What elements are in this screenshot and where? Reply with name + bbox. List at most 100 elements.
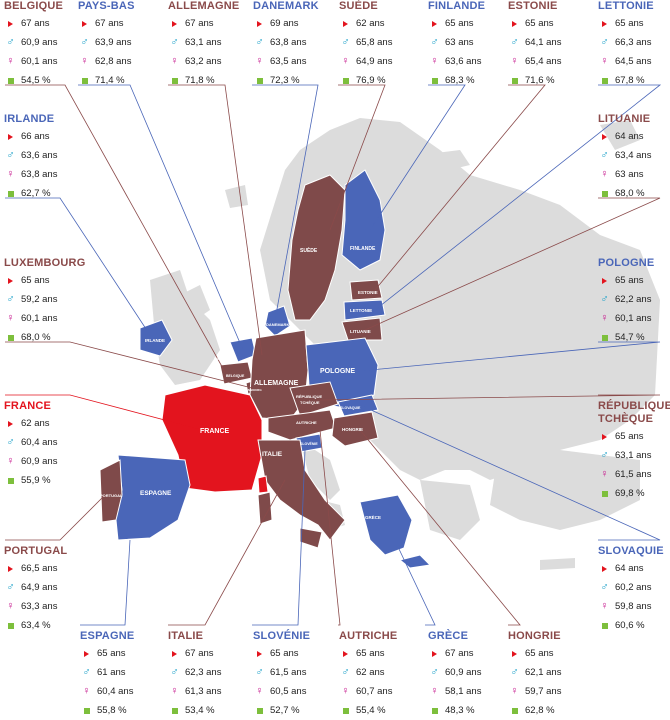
leader-danemark [252,84,319,321]
red-triangle-icon [598,133,611,140]
map-label-italie: ITALIE [262,451,283,458]
male-age-value: 63,4 ans [615,150,652,161]
leader-belgique [5,84,226,373]
map-label-danemark: DANEMARK [266,322,289,327]
rate-row: 54,5 % [4,71,86,90]
rate-row: 63,4 % [4,616,86,635]
rate-row: 71,8 % [168,71,250,90]
male-age-value: 63,1 ans [615,450,652,461]
country-box-luxembourg: Luxembourg 65 ans ♂ 59,2 ans ♀ 60,1 ans 68,0 % [4,257,86,347]
map-autriche [267,409,337,441]
green-square-icon [4,622,17,629]
rate-row: 48,3 % [428,701,510,720]
female-age-row: ♀ 63,6 ans [428,52,510,71]
rate-value: 76,9 % [356,75,386,86]
country-name: Lettonie [598,0,654,12]
country-name: France [4,400,52,412]
female-age-row: ♀ 61,5 ans [598,465,670,484]
female-symbol-icon: ♀ [6,312,15,324]
map-lituanie [341,317,383,341]
country-name: Portugal [4,545,68,557]
retirement-age-row: 67 ans [78,14,160,33]
rate-value: 55,8 % [97,705,127,716]
rate-value: 68,0 % [21,332,51,343]
green-square-icon [339,77,352,84]
male-age-row: ♂ 60,2 ans [598,578,670,597]
map-label-france: FRANCE [200,428,229,435]
male-symbol-icon: ♂ [341,36,350,48]
female-age-value: 60,1 ans [21,313,58,324]
female-age-value: 64,5 ans [615,56,652,67]
leader-rep-tcheque [319,394,661,401]
leader-slovaquie [359,404,661,541]
map-espagne [114,454,191,541]
map-danemark [264,305,291,337]
leader-lettonie [374,84,662,311]
male-age-value: 62,2 ans [615,294,652,305]
rate-value: 67,8 % [615,75,645,86]
male-age-value: 62,1 ans [525,667,562,678]
retirement-age-value: 66 ans [21,131,50,142]
red-triangle-icon [598,565,611,572]
female-age-row: ♀ 60,4 ans [80,682,162,701]
retirement-age-value: 67 ans [185,648,214,659]
map-label-grece: GRÈCE [365,513,381,520]
map-label-rep-tcheque-1: RÉPUBLIQUE [296,394,323,399]
male-age-value: 61 ans [97,667,126,678]
rate-value: 68,0 % [615,188,645,199]
retirement-age-row: 65 ans [598,271,670,290]
rate-row: 55,8 % [80,701,162,720]
map-label-suede: SUÈDE [300,246,318,254]
red-triangle-icon [598,20,611,27]
female-age-value: 60,7 ans [356,686,393,697]
female-age-row: ♀ 64,9 ans [339,52,421,71]
green-square-icon [598,77,611,84]
green-square-icon [80,707,93,714]
green-square-icon [339,707,352,714]
map-label-pays-bas: PAYS-BAS [214,356,234,361]
male-age-row: ♂ 63,4 ans [598,146,670,165]
leader-lines [5,84,662,626]
male-age-value: 66,3 ans [615,37,652,48]
rate-value: 69,8 % [615,488,645,499]
retirement-age-value: 62 ans [356,18,385,29]
country-box-republique-tcheque: République Tchèque 65 ans ♂ 63,1 ans ♀ 61,5 a… [598,400,670,503]
retirement-age-value: 65 ans [525,648,554,659]
retirement-age-row: 69 ans [253,14,335,33]
retirement-age-value: 64 ans [615,131,644,142]
country-box-pologne: Pologne 65 ans ♂ 62,2 ans ♀ 60,1 ans 54,7 % [598,257,670,347]
map-label-slovenie: SLOVÉNIE [300,441,318,446]
red-triangle-icon [508,20,521,27]
retirement-age-row: 65 ans [339,644,421,663]
female-age-value: 63,3 ans [21,601,58,612]
retirement-age-row: 65 ans [80,644,162,663]
female-symbol-icon: ♀ [6,168,15,180]
map-label-espagne: ESPAGNE [140,490,172,497]
male-age-row: ♂ 60,9 ans [4,33,86,52]
retirement-age-row: 65 ans [253,644,335,663]
green-square-icon [428,707,441,714]
country-name: Pologne [598,257,655,269]
female-age-value: 63,5 ans [270,56,307,67]
retirement-age-value: 65 ans [21,275,50,286]
rate-row: 55,4 % [339,701,421,720]
map-label-irlande: IRLANDE [145,338,165,343]
female-age-value: 63,8 ans [21,169,58,180]
map-label-portugal: PORTUGAL [100,493,123,498]
male-symbol-icon: ♂ [510,36,519,48]
rate-value: 53,4 % [185,705,215,716]
map-label-luxembourg: LUXEMBOURG [240,388,262,392]
green-square-icon [4,334,17,341]
female-age-row: ♀ 63,2 ans [168,52,250,71]
retirement-age-value: 65 ans [97,648,126,659]
female-age-row: ♀ 59,8 ans [598,597,670,616]
eu-countries [99,169,432,569]
country-box-irlande: Irlande 66 ans ♂ 63,6 ans ♀ 63,8 ans 62,7 % [4,113,86,203]
leader-pays-bas [78,84,244,351]
map-label-autriche: AUTRICHE [296,420,317,425]
female-symbol-icon: ♀ [170,685,179,697]
red-triangle-icon [168,650,181,657]
red-triangle-icon [428,20,441,27]
retirement-age-row: 64 ans [598,127,670,146]
male-age-value: 63,9 ans [95,37,132,48]
